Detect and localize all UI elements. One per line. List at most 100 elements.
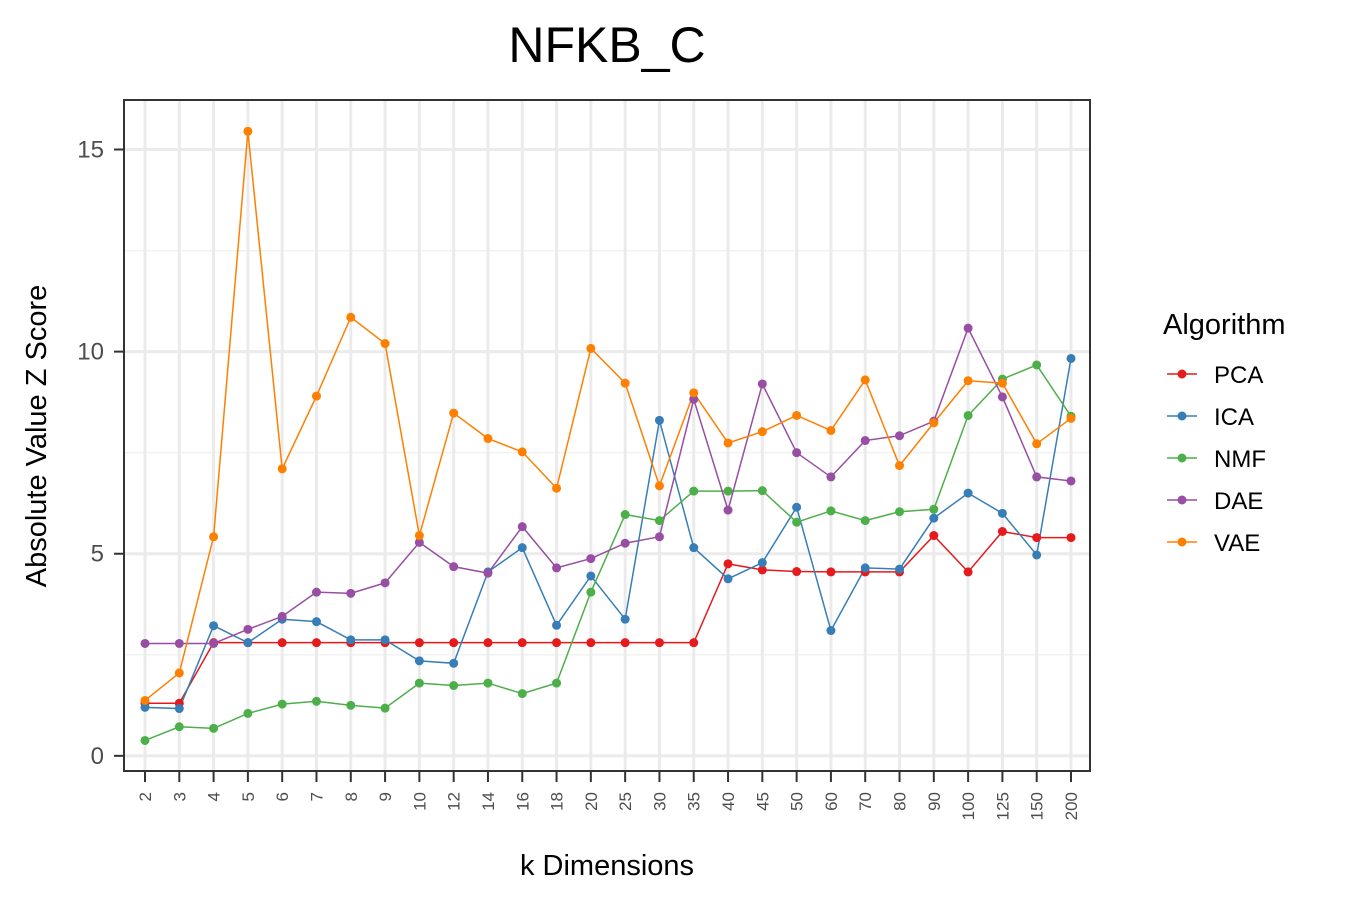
data-point-dae [654, 532, 664, 542]
data-point-ica [311, 617, 321, 627]
data-point-nmf [483, 678, 493, 688]
data-point-pca [929, 531, 939, 541]
x-tick-label: 60 [822, 792, 841, 811]
x-tick-label: 12 [445, 792, 464, 811]
data-point-ica [757, 558, 767, 568]
data-point-dae [209, 638, 219, 648]
data-point-dae [346, 588, 356, 598]
data-point-dae [963, 323, 973, 333]
data-point-ica [929, 513, 939, 523]
data-point-dae [620, 538, 630, 548]
data-point-vae [929, 418, 939, 428]
data-point-vae [723, 438, 733, 448]
data-point-nmf [620, 510, 630, 520]
legend-key-point-dae [1177, 495, 1187, 505]
series-line-pca [145, 530, 1071, 705]
legend-label-nmf: NMF [1214, 446, 1266, 473]
data-point-dae [174, 638, 184, 648]
x-tick-label: 3 [170, 792, 189, 801]
x-tick-label: 20 [582, 792, 601, 811]
data-point-ica [1032, 550, 1042, 560]
data-point-dae [723, 505, 733, 515]
data-point-pca [586, 638, 596, 648]
data-point-ica [1066, 353, 1076, 363]
x-tick-label: 70 [856, 792, 875, 811]
data-point-vae [826, 425, 836, 435]
data-point-vae [483, 434, 493, 444]
data-point-nmf [414, 678, 424, 688]
x-tick-label: 80 [891, 792, 910, 811]
legend-key-point-vae [1177, 537, 1187, 547]
data-point-nmf [311, 696, 321, 706]
legend-title: Algorithm [1163, 309, 1286, 341]
data-point-pca [483, 638, 493, 648]
legend: Algorithm PCA ICA NMF DAE VAE [1163, 309, 1286, 557]
data-point-pca [1032, 533, 1042, 543]
x-tick-label: 9 [376, 792, 395, 801]
legend-label-pca: PCA [1214, 362, 1263, 389]
data-point-ica [552, 620, 562, 630]
data-point-nmf [895, 507, 905, 517]
data-point-nmf [174, 722, 184, 732]
data-point-ica [963, 488, 973, 498]
data-point-dae [792, 448, 802, 458]
data-point-ica [997, 508, 1007, 518]
data-point-ica [689, 543, 699, 553]
data-point-pca [723, 559, 733, 569]
x-tick-label: 100 [959, 792, 978, 820]
legend-label-vae: VAE [1214, 530, 1260, 557]
data-point-vae [792, 410, 802, 420]
data-point-ica [449, 658, 459, 668]
data-point-pca [414, 638, 424, 648]
x-tick-label: 10 [410, 792, 429, 811]
data-point-nmf [586, 587, 596, 597]
data-point-nmf [929, 504, 939, 514]
data-point-ica [414, 656, 424, 666]
data-point-nmf [346, 700, 356, 710]
data-point-pca [277, 638, 287, 648]
data-point-vae [243, 126, 253, 136]
data-point-dae [860, 436, 870, 446]
data-point-nmf [209, 723, 219, 733]
grid-lines [125, 101, 1089, 770]
data-point-dae [140, 638, 150, 648]
data-point-vae [895, 461, 905, 471]
data-point-dae [997, 392, 1007, 402]
data-point-vae [997, 378, 1007, 388]
x-tick-label: 6 [273, 792, 292, 801]
x-axis: 2 3 4 5 6 7 8 9 10 12 14 16 18 20 25 30 35 40 45 50 60 70 80 90… [136, 772, 1081, 820]
x-tick-label: 16 [513, 792, 532, 811]
data-point-vae [449, 408, 459, 418]
y-axis-title: Absolute Value Z Score [21, 285, 53, 588]
series-points [140, 126, 1076, 745]
y-tick-label: 10 [77, 339, 104, 366]
data-point-vae [414, 531, 424, 541]
data-point-pca [552, 638, 562, 648]
data-point-nmf [792, 517, 802, 527]
data-point-pca [1066, 533, 1076, 543]
legend-label-dae: DAE [1214, 488, 1263, 515]
data-point-nmf [140, 735, 150, 745]
data-point-vae [860, 375, 870, 385]
data-point-pca [311, 638, 321, 648]
data-point-ica [380, 635, 390, 645]
data-point-vae [1066, 413, 1076, 423]
data-point-vae [277, 464, 287, 474]
data-point-vae [620, 378, 630, 388]
data-point-nmf [449, 681, 459, 691]
data-point-nmf [552, 678, 562, 688]
data-point-pca [792, 567, 802, 577]
data-point-nmf [723, 486, 733, 496]
data-point-pca [689, 638, 699, 648]
data-point-ica [586, 571, 596, 581]
data-point-vae [311, 391, 321, 401]
data-point-pca [620, 638, 630, 648]
data-point-vae [209, 532, 219, 542]
x-tick-label: 200 [1062, 792, 1081, 820]
x-tick-label: 5 [239, 792, 258, 801]
data-point-ica [174, 704, 184, 714]
x-axis-title: k Dimensions [520, 850, 694, 882]
data-point-dae [449, 562, 459, 572]
x-tick-label: 25 [616, 792, 635, 811]
data-point-ica [654, 415, 664, 425]
